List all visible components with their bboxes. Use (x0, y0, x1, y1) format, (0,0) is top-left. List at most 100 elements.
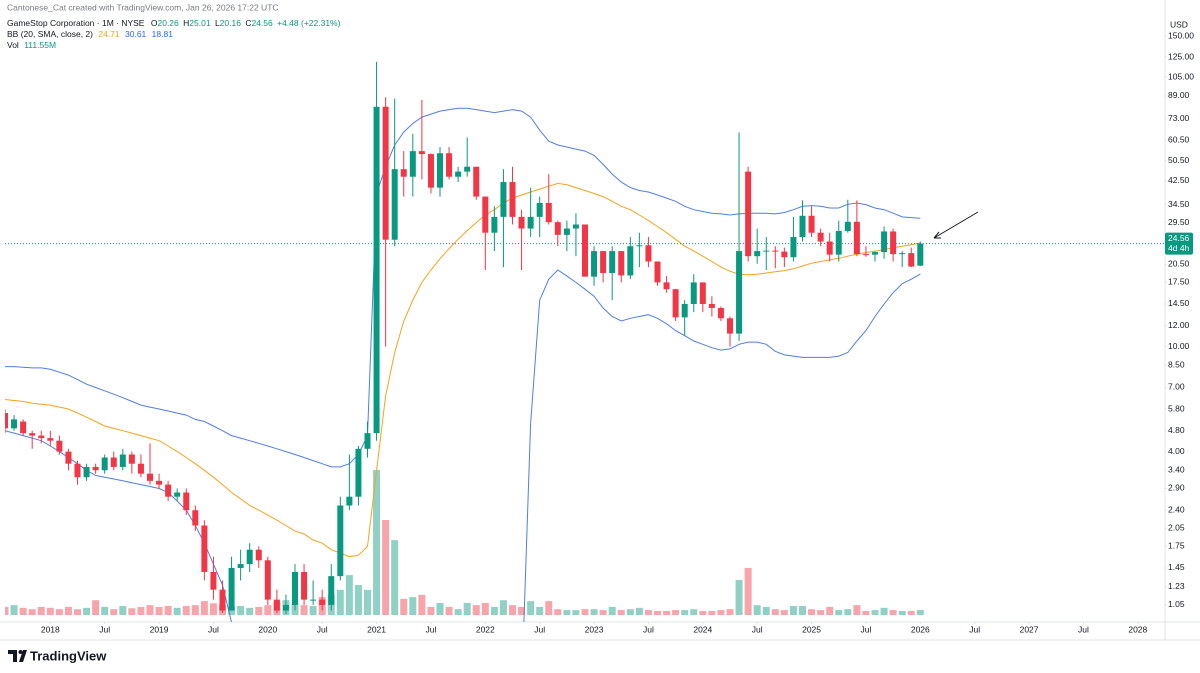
legend-bb: BB (20, SMA, close, 2) 24.71 30.61 18.81 (7, 29, 173, 39)
candle-body (92, 466, 99, 471)
volume-bar (907, 610, 915, 615)
x-tick-label: Jul (969, 624, 980, 634)
volume-bar (672, 610, 680, 615)
volume-bar (889, 610, 897, 615)
candle-body (890, 231, 897, 255)
candle-body (600, 251, 607, 273)
x-tick-label: Jul (208, 624, 219, 634)
volume-bar (19, 607, 27, 615)
ohlc-value: 20.26 (157, 18, 179, 28)
candle-body (817, 232, 824, 242)
y-tick-label: 50.50 (1168, 155, 1190, 165)
volume-bar (880, 607, 888, 615)
candle-body (273, 599, 280, 611)
candle-body (301, 571, 308, 600)
candle-body (455, 171, 462, 177)
volume-bar (898, 610, 906, 615)
candle-body (11, 419, 18, 429)
candle-body (727, 318, 733, 334)
candle-body (418, 151, 425, 155)
volume-bar (817, 610, 825, 615)
y-tick-label: 89.00 (1168, 90, 1190, 100)
arrow-head (933, 231, 941, 239)
x-tick-label: 2028 (1128, 624, 1147, 634)
volume-bar (626, 609, 634, 615)
volume-bar (762, 606, 770, 615)
logo-dot (18, 650, 23, 654)
bb-upper-value: 30.61 (125, 29, 147, 39)
credit: Cantonese_Cat created with TradingView.c… (7, 2, 279, 12)
x-tick-label: Jul (643, 624, 654, 634)
volume-bar (373, 470, 381, 615)
x-tick-label: Jul (99, 624, 110, 634)
volume-bar (572, 610, 580, 615)
volume-bar (753, 605, 761, 615)
volume-bar (726, 609, 734, 615)
x-tick-label: 2026 (911, 624, 930, 634)
y-tick-label: 8.50 (1168, 359, 1185, 369)
volume-bar (110, 609, 118, 615)
volume-bar (590, 609, 598, 615)
candle-body (636, 245, 643, 247)
volume-bar (690, 609, 698, 615)
x-tick-label: Jul (752, 624, 763, 634)
candle-body (110, 457, 117, 467)
volume-bar (37, 606, 45, 615)
candle-body (826, 241, 833, 255)
volume-bar (681, 610, 689, 615)
volume-bar (309, 606, 317, 615)
volume-bar (545, 601, 553, 615)
y-tick-label: 14.50 (1168, 298, 1190, 308)
x-tick-label: 2019 (150, 624, 169, 634)
bb-lower-value: 18.81 (152, 29, 174, 39)
volume-bar (354, 584, 362, 615)
y-tick-label: 2.40 (1168, 504, 1185, 514)
volume-bar (264, 605, 272, 615)
x-tick-label: 2027 (1020, 624, 1039, 634)
y-tick-label: 1.05 (1168, 599, 1185, 609)
candle-body (346, 496, 353, 506)
volume-bar (518, 606, 526, 615)
volume-bar (345, 575, 353, 615)
y-tick-label: 73.00 (1168, 113, 1190, 123)
candle-body (228, 567, 235, 611)
volume-bar (735, 580, 743, 615)
x-tick-label: 2025 (802, 624, 821, 634)
candle-body (690, 282, 697, 304)
candle-body (128, 454, 135, 464)
x-tick-label: Jul (534, 624, 545, 634)
candle-body (917, 243, 924, 266)
y-tick-label: 4.80 (1168, 425, 1185, 435)
candle-body (74, 463, 81, 478)
candle-body (736, 251, 743, 334)
y-tick-label: 7.00 (1168, 382, 1185, 392)
candle-body (772, 250, 779, 252)
candle-body (654, 261, 661, 283)
volume-bar (400, 598, 408, 615)
x-tick-label: Jul (861, 624, 872, 634)
candle-body (29, 433, 36, 436)
candle-body (328, 576, 335, 605)
ohlc-value: 25.01 (189, 18, 211, 28)
x-tick-label: 2023 (585, 624, 604, 634)
volume-bar (5, 606, 9, 615)
volume-bar (554, 609, 562, 615)
candle-body (500, 182, 507, 217)
volume-bar (246, 607, 254, 615)
candle-body (237, 564, 244, 568)
volume-bar (490, 606, 498, 615)
candle-body (872, 252, 878, 255)
candle-body (509, 182, 516, 217)
y-tick-label: 1.23 (1168, 581, 1185, 591)
volume-bar (300, 605, 308, 615)
volume-pane (5, 470, 924, 615)
candle-body (5, 413, 8, 429)
candle-body (255, 549, 262, 561)
x-tick-label: 2022 (476, 624, 495, 634)
candle-body (165, 484, 172, 497)
candle-body (246, 549, 253, 565)
candle-body (491, 216, 498, 233)
logo-text: TradingView (30, 648, 107, 663)
volume-bar (835, 610, 843, 615)
